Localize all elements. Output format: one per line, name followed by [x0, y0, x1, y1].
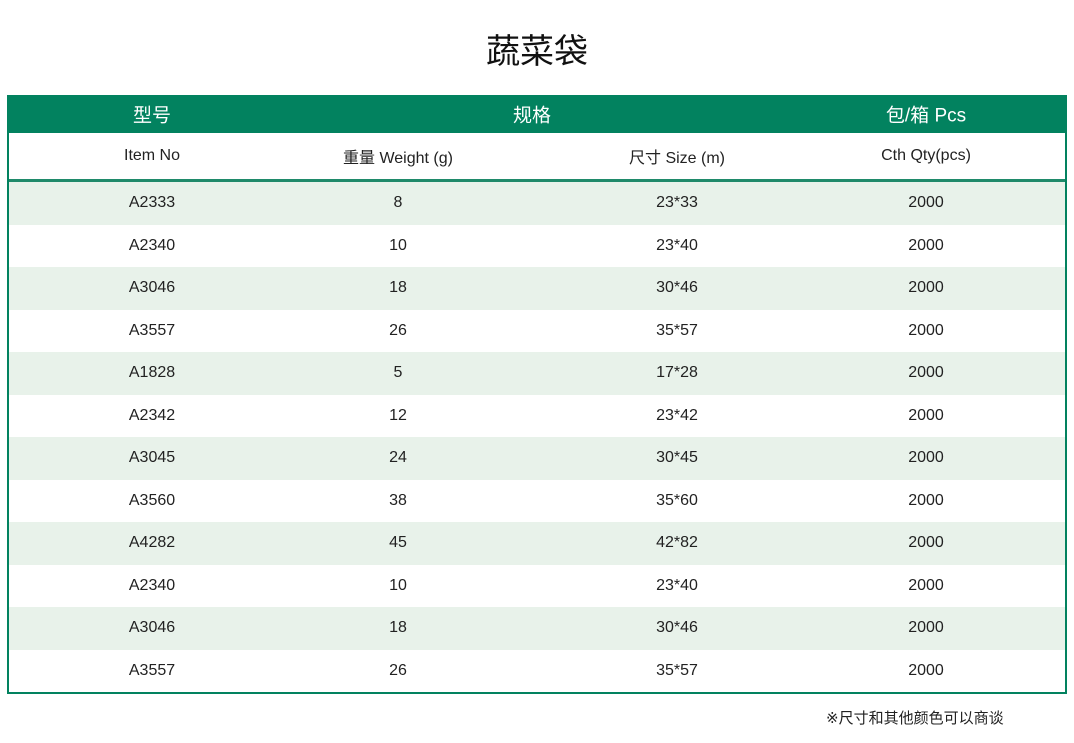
cell-weight: 18	[389, 619, 407, 637]
cell-item-no: A2340	[128, 236, 176, 254]
cell-size: 23*40	[656, 236, 698, 254]
cell-item-no: A3045	[128, 449, 176, 467]
cell-qty: 2000	[908, 619, 944, 637]
cell-qty: 2000	[908, 406, 944, 424]
cell-size: 42*82	[656, 534, 698, 552]
cell-weight: 8	[393, 194, 403, 212]
cell-item-no: A3557	[128, 661, 176, 679]
cell-weight: 5	[393, 364, 403, 382]
cell-qty: 2000	[908, 534, 944, 552]
column-size: 尺寸 Size (m)	[628, 150, 726, 167]
column-weight: 重量 Weight (g)	[343, 150, 453, 167]
table-row: A3557 26 35*57 2000	[9, 650, 1065, 693]
table-row: A2342 12 23*42 2000	[9, 395, 1065, 438]
cell-item-no: A3557	[128, 321, 176, 339]
cell-qty: 2000	[908, 364, 944, 382]
cell-weight: 26	[389, 321, 407, 339]
cell-weight: 10	[389, 576, 407, 594]
cell-item-no: A4282	[128, 534, 176, 552]
header-model: 型号	[132, 105, 172, 127]
cell-qty: 2000	[908, 576, 944, 594]
header-pack: 包/箱 Pcs	[885, 105, 967, 127]
table-row: A3557 26 35*57 2000	[9, 310, 1065, 353]
table-row: A2340 10 23*40 2000	[9, 565, 1065, 608]
cell-size: 30*46	[656, 279, 698, 297]
table-row: A2340 10 23*40 2000	[9, 225, 1065, 268]
cell-size: 23*33	[656, 194, 698, 212]
cell-size: 30*46	[656, 619, 698, 637]
cell-item-no: A3046	[128, 279, 176, 297]
page-title: 蔬菜袋	[486, 32, 588, 72]
cell-size: 35*57	[656, 321, 698, 339]
cell-qty: 2000	[908, 279, 944, 297]
cell-qty: 2000	[908, 194, 944, 212]
cell-weight: 45	[389, 534, 407, 552]
cell-qty: 2000	[908, 491, 944, 509]
cell-weight: 12	[389, 406, 407, 424]
product-table: 型号 规格 包/箱 Pcs Item No 重量 Weight (g) 尺寸 S…	[7, 95, 1067, 694]
cell-qty: 2000	[908, 661, 944, 679]
cell-weight: 18	[389, 279, 407, 297]
cell-item-no: A2340	[128, 576, 176, 594]
header-spec: 规格	[512, 105, 552, 127]
cell-size: 17*28	[656, 364, 698, 382]
cell-weight: 38	[389, 491, 407, 509]
table-row: A2333 8 23*33 2000	[9, 182, 1065, 225]
table-column-header: Item No 重量 Weight (g) 尺寸 Size (m) Cth Qt…	[9, 133, 1065, 182]
cell-item-no: A2333	[128, 194, 176, 212]
cell-size: 30*45	[656, 449, 698, 467]
cell-qty: 2000	[908, 449, 944, 467]
cell-item-no: A3046	[128, 619, 176, 637]
table-row: A3045 24 30*45 2000	[9, 437, 1065, 480]
cell-size: 35*60	[656, 491, 698, 509]
cell-qty: 2000	[908, 321, 944, 339]
cell-qty: 2000	[908, 236, 944, 254]
cell-item-no: A2342	[128, 406, 176, 424]
cell-size: 23*42	[656, 406, 698, 424]
table-row: A4282 45 42*82 2000	[9, 522, 1065, 565]
cell-weight: 10	[389, 236, 407, 254]
table-row: A3046 18 30*46 2000	[9, 607, 1065, 650]
cell-size: 23*40	[656, 576, 698, 594]
footnote: ※尺寸和其他颜色可以商谈	[826, 709, 1004, 727]
cell-weight: 24	[389, 449, 407, 467]
cell-weight: 26	[389, 661, 407, 679]
table-group-header: 型号 规格 包/箱 Pcs	[9, 95, 1065, 133]
table-row: A3046 18 30*46 2000	[9, 267, 1065, 310]
cell-item-no: A3560	[128, 491, 176, 509]
cell-size: 35*57	[656, 661, 698, 679]
cell-item-no: A1828	[128, 364, 176, 382]
column-item-no: Item No	[123, 147, 181, 164]
table-row: A1828 5 17*28 2000	[9, 352, 1065, 395]
table-row: A3560 38 35*60 2000	[9, 480, 1065, 523]
column-qty: Cth Qty(pcs)	[881, 147, 971, 164]
